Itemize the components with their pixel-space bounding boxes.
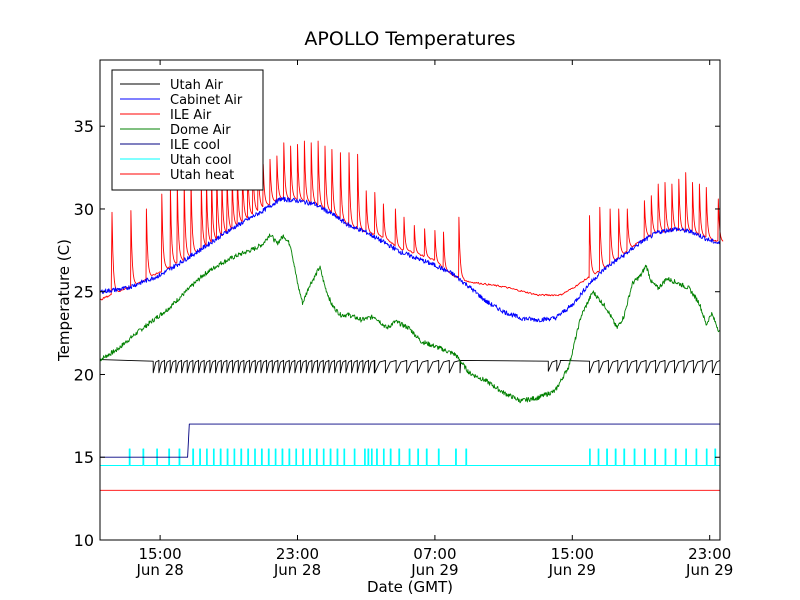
x-tick-label-time: 23:00	[688, 545, 731, 563]
legend-label-cabinet-air: Cabinet Air	[170, 93, 243, 108]
y-tick-label: 10	[74, 531, 94, 550]
y-tick-label: 20	[74, 365, 94, 384]
legend-label-dome-air: Dome Air	[170, 123, 231, 138]
series-line-utah-cool	[100, 448, 720, 466]
x-tick-label-time: 15:00	[551, 545, 594, 563]
x-tick-label-time: 23:00	[276, 545, 319, 563]
y-axis-label: Temperature (C)	[55, 239, 73, 362]
x-tick-label-time: 07:00	[413, 545, 456, 563]
legend-label-utah-air: Utah Air	[170, 78, 223, 93]
x-tick-label-date: Jun 28	[273, 561, 321, 579]
x-axis-label: Date (GMT)	[367, 578, 453, 596]
series-line-dome-air	[99, 233, 721, 404]
series-line-utah-air	[99, 359, 721, 374]
x-tick-label-time: 15:00	[138, 545, 181, 563]
legend-label-ile-cool: ILE cool	[170, 138, 220, 153]
chart-title: APOLLO Temperatures	[304, 28, 515, 50]
y-axis: 10 15 20 25 30 35	[74, 117, 720, 550]
series-line-ile-air	[99, 140, 724, 301]
y-tick-label: 15	[74, 448, 94, 467]
y-tick-label: 25	[74, 283, 94, 302]
x-tick-label-date: Jun 29	[685, 561, 733, 579]
x-tick-label-date: Jun 28	[135, 561, 183, 579]
legend-label-utah-cool: Utah cool	[170, 153, 232, 168]
legend-label-utah-heat: Utah heat	[170, 168, 234, 183]
plot-frame	[99, 59, 721, 541]
legend-label-ile-air: ILE Air	[170, 108, 212, 123]
y-tick-label: 35	[74, 117, 94, 136]
legend-box	[111, 69, 264, 191]
series-line-cabinet-air	[99, 196, 721, 323]
series-layer	[99, 140, 724, 491]
x-tick-label-date: Jun 29	[410, 561, 458, 579]
x-tick-label-date: Jun 29	[548, 561, 596, 579]
y-tick-label: 30	[74, 200, 94, 219]
series-line-ile-cool	[100, 423, 720, 458]
